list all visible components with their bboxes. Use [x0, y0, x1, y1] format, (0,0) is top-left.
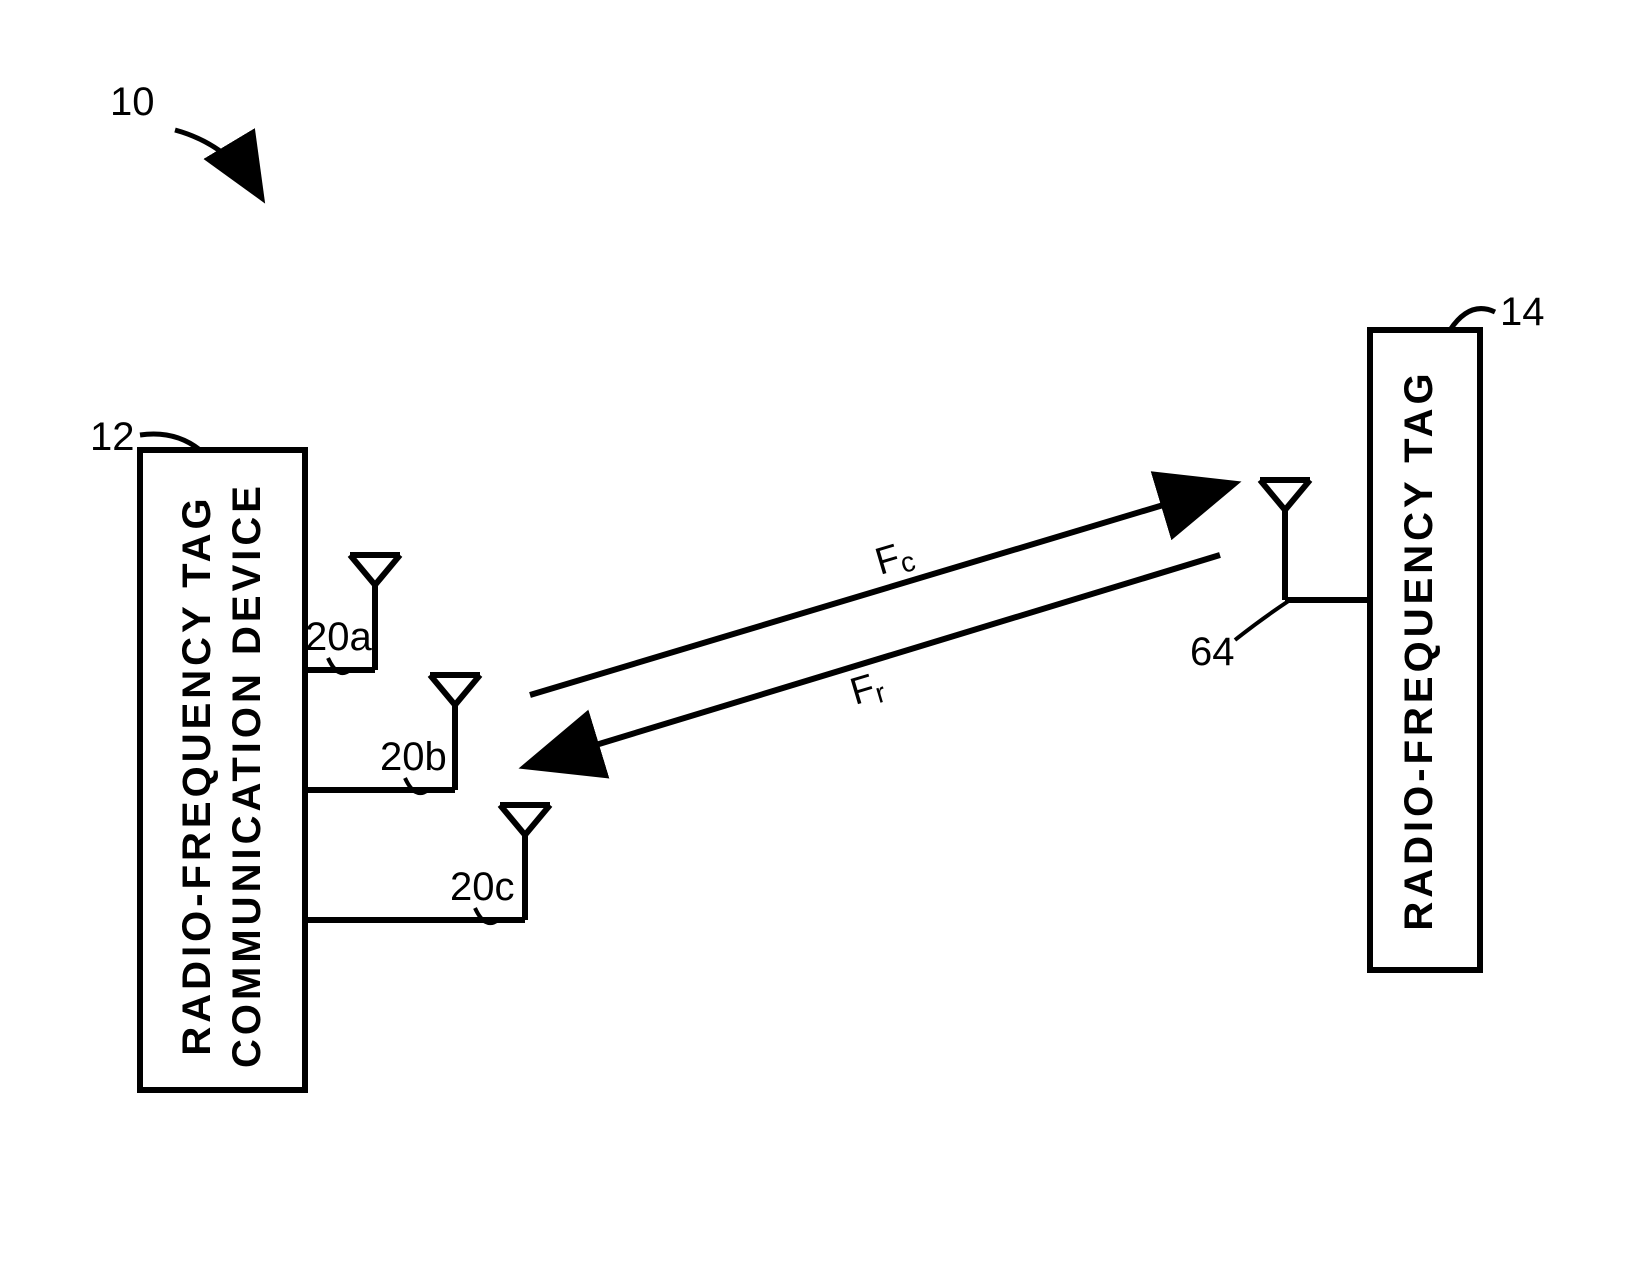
device-label-line1: RADIO-FREQUENCY TAG	[175, 494, 219, 1055]
signal-fc: Fc	[530, 485, 1230, 695]
antenna-20c-label: 20c	[450, 865, 515, 909]
antenna-64-leader	[1235, 600, 1290, 640]
antenna-64: 64	[1190, 480, 1370, 674]
system-reference: 10	[110, 80, 260, 195]
antenna-64-label: 64	[1190, 630, 1235, 674]
device-label-line2: COMMUNICATION DEVICE	[225, 482, 269, 1068]
antenna-20a-label: 20a	[305, 615, 372, 659]
system-ref-arrow	[175, 130, 260, 195]
signal-fr-label: Fr	[846, 664, 890, 715]
signal-fr: Fr	[530, 555, 1220, 765]
antenna-20b: 20b	[305, 675, 480, 793]
antenna-20a: 20a	[305, 555, 400, 673]
tag-label: RADIO-FREQUENCY TAG	[1397, 369, 1441, 930]
tag-ref-label: 14	[1500, 290, 1545, 334]
antenna-20b-label: 20b	[380, 735, 447, 779]
tag-ref-leader	[1450, 309, 1495, 330]
device-rect	[140, 450, 305, 1090]
antenna-20c: 20c	[305, 805, 550, 923]
system-ref-label: 10	[110, 80, 155, 124]
tag-block: RADIO-FREQUENCY TAG 14	[1370, 290, 1545, 970]
device-ref-label: 12	[90, 415, 135, 459]
rf-tag-system-diagram: 10 RADIO-FREQUENCY TAG COMMUNICATION DEV…	[0, 0, 1643, 1264]
communication-device-block: RADIO-FREQUENCY TAG COMMUNICATION DEVICE…	[90, 415, 305, 1090]
